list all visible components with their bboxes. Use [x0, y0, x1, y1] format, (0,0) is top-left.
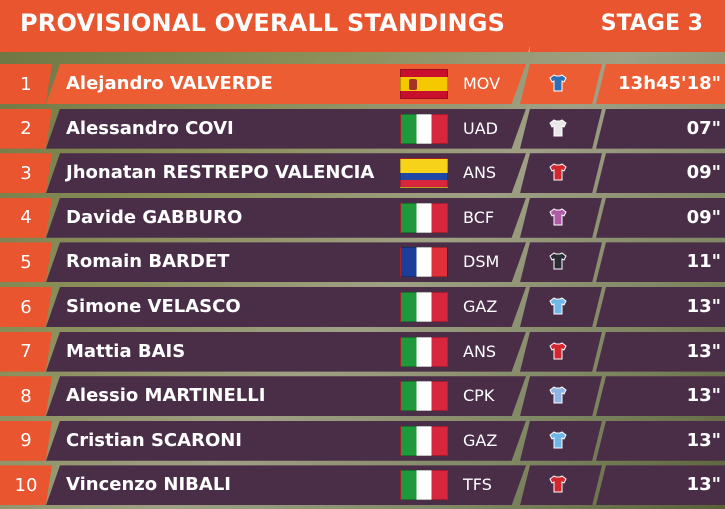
standings-row: 1 Alejandro VALVERDE MOV 13h45'18": [0, 64, 725, 104]
team-code: UAD: [463, 118, 498, 138]
rider-name: Jhonatan RESTREPO VALENCIA: [66, 162, 375, 184]
gap-time: 11": [686, 251, 721, 273]
italy-flag: [400, 336, 448, 367]
rank-cell: 8: [0, 376, 52, 417]
rider-name: Alessandro COVI: [66, 117, 234, 139]
jersey-icon: [549, 431, 567, 449]
team-code: DSM: [463, 252, 500, 272]
jersey-icon: [549, 475, 567, 493]
time-band: 13": [596, 376, 725, 417]
italy-flag: [400, 381, 448, 412]
rider-name: Simone VELASCO: [66, 296, 241, 317]
time-band: 09": [596, 197, 725, 238]
time-band: 07": [596, 108, 725, 149]
italy-flag: [400, 470, 448, 501]
rank-cell: 2: [0, 108, 52, 149]
rank-cell: 3: [0, 153, 52, 194]
time-band: 11": [596, 242, 725, 283]
standings-row: 10 Vincenzo NIBALI TFS 13": [0, 465, 725, 506]
time-band: 13": [596, 420, 725, 461]
standings-row: 2 Alessandro COVI UAD 07": [0, 108, 725, 149]
gap-time: 13": [686, 429, 721, 451]
gap-time: 13": [686, 385, 721, 407]
jersey-icon: [549, 297, 567, 315]
rank-cell: 6: [0, 287, 52, 327]
team-code: ANS: [463, 163, 497, 183]
standings-row: 6 Simone VELASCO GAZ 13": [0, 287, 725, 327]
rider-name: Romain BARDET: [66, 251, 230, 273]
jersey-icon: [549, 386, 567, 404]
standings-row: 8 Alessio MARTINELLI CPK 13": [0, 376, 725, 417]
gap-time: 07": [686, 117, 721, 139]
jersey-icon: [549, 252, 567, 270]
rider-name: Cristian SCARONI: [66, 429, 243, 451]
jersey-icon: [549, 163, 567, 181]
rider-name: Davide GABBURO: [66, 206, 243, 228]
stage-box: STAGE 3: [528, 0, 725, 52]
france-flag: [400, 247, 448, 278]
time-band: 09": [596, 153, 725, 194]
team-code: MOV: [463, 74, 501, 93]
italy-flag: [400, 113, 448, 144]
gap-time: 13": [686, 296, 721, 317]
time-band: 13": [596, 465, 725, 506]
rank-cell: 10: [0, 465, 52, 506]
team-code: CPK: [463, 386, 495, 406]
team-code: GAZ: [463, 297, 498, 316]
rank-cell: 4: [0, 197, 52, 238]
jersey-icon: [549, 119, 567, 137]
gap-time: 13h45'18": [618, 73, 721, 94]
jersey-icon: [549, 74, 567, 92]
italy-flag: [400, 425, 448, 456]
standings-row: 3 Jhonatan RESTREPO VALENCIA ANS 09": [0, 153, 725, 194]
jersey-icon: [549, 342, 567, 360]
standings-row: 9 Cristian SCARONI GAZ 13": [0, 420, 725, 461]
standings-row: 5 Romain BARDET DSM 11": [0, 242, 725, 283]
header-bar: PROVISIONAL OVERALL STANDINGS STAGE 3: [0, 0, 725, 52]
time-band: 13": [596, 287, 725, 327]
rider-name: Mattia BAIS: [66, 340, 186, 362]
team-code: ANS: [463, 341, 497, 361]
time-band: 13": [596, 331, 725, 372]
italy-flag: [400, 202, 448, 233]
standings-row: 7 Mattia BAIS ANS 13": [0, 331, 725, 372]
time-band: 13h45'18": [596, 64, 725, 104]
page-title: PROVISIONAL OVERALL STANDINGS: [20, 9, 506, 37]
gap-time: 09": [686, 206, 721, 228]
rider-name: Alessio MARTINELLI: [66, 385, 266, 407]
gap-time: 13": [686, 474, 721, 496]
rider-name: Vincenzo NIBALI: [66, 474, 231, 496]
colombia-flag: [400, 158, 448, 189]
team-code: BCF: [463, 207, 495, 227]
rank-cell: 7: [0, 331, 52, 372]
gap-time: 09": [686, 162, 721, 184]
rank-cell: 5: [0, 242, 52, 283]
standings-row: 4 Davide GABBURO BCF 09": [0, 197, 725, 238]
jersey-icon: [549, 208, 567, 226]
spain-flag: [400, 69, 448, 99]
gap-time: 13": [686, 340, 721, 362]
italy-flag: [400, 292, 448, 322]
team-code: TFS: [463, 475, 492, 495]
rank-cell: 9: [0, 420, 52, 461]
rank-cell: 1: [0, 64, 52, 104]
stage-label: STAGE 3: [600, 11, 703, 36]
team-code: GAZ: [463, 430, 498, 450]
rider-name: Alejandro VALVERDE: [66, 73, 273, 94]
